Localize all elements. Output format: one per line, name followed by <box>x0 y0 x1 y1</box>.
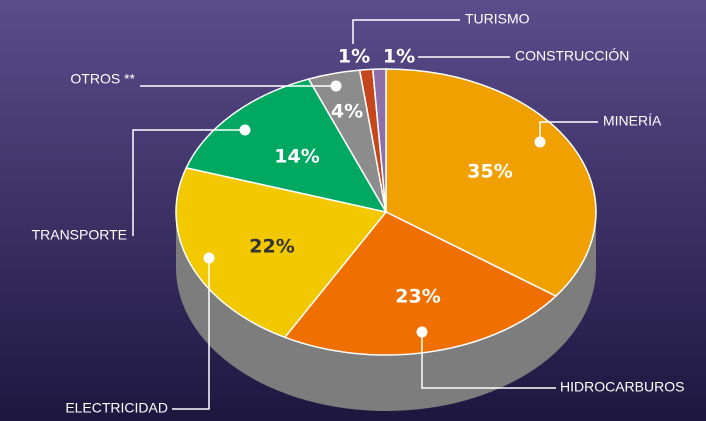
category-label: HIDROCARBUROS <box>560 379 684 395</box>
category-label: TURISMO <box>465 11 530 27</box>
leader-dot <box>330 80 342 92</box>
category-label: OTROS ** <box>70 71 135 87</box>
pie-slice <box>371 68 387 213</box>
leader-dot <box>416 326 428 338</box>
pie-slice <box>175 166 388 339</box>
value-label: 1% <box>338 46 370 68</box>
category-label: MINERÍA <box>603 113 662 129</box>
leader-line <box>132 129 245 236</box>
value-label: 22% <box>249 236 294 258</box>
leader-line <box>539 121 598 142</box>
leader-dot <box>534 136 546 148</box>
value-label: 4% <box>331 101 363 123</box>
pie-slice <box>185 78 388 214</box>
value-label: 35% <box>467 161 512 183</box>
category-label: TRANSPORTE <box>32 227 127 243</box>
leader-dot <box>203 252 215 264</box>
category-label: CONSTRUCCIÓN <box>515 48 629 64</box>
leader-line <box>172 258 210 410</box>
value-label: 1% <box>383 46 415 68</box>
leader-dot <box>239 124 251 136</box>
pie-slice <box>283 211 558 356</box>
leader-line <box>421 332 556 389</box>
leader-line <box>352 19 460 44</box>
value-label: 14% <box>274 146 319 168</box>
pie-slice <box>385 68 597 297</box>
value-label: 23% <box>395 286 440 308</box>
category-label: ELECTRICIDAD <box>65 400 168 416</box>
